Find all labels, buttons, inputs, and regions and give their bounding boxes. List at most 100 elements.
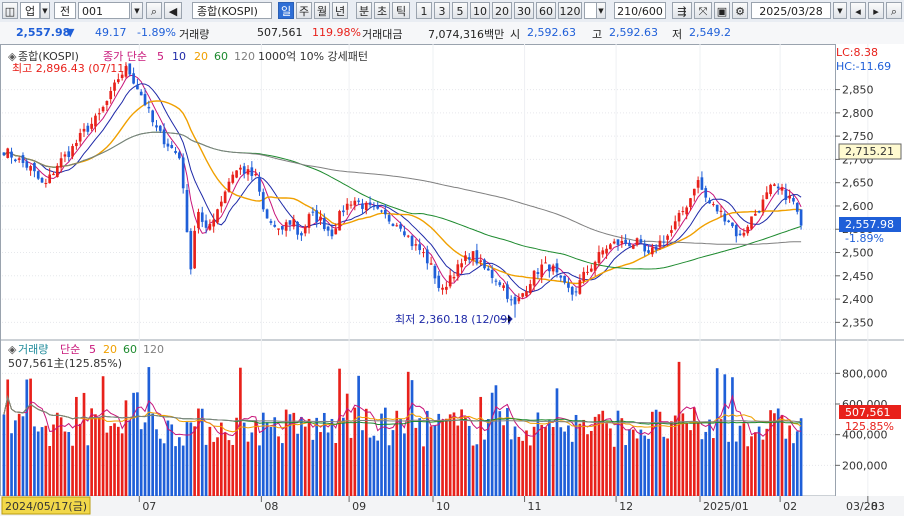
volume-bar [174, 446, 177, 496]
candle-body [155, 125, 158, 128]
draw-tool-icon[interactable]: ⤧ [694, 2, 712, 19]
volume-bar [475, 444, 479, 496]
candle-body [273, 224, 277, 227]
candle-body [391, 223, 395, 227]
candle-body [536, 272, 540, 274]
volume-bar [509, 439, 513, 496]
interval-1[interactable]: 1 [416, 2, 432, 19]
period-tick[interactable]: 틱 [392, 2, 410, 19]
bar-count[interactable]: 210/600 [614, 2, 666, 19]
volume-bar [353, 407, 357, 496]
candle-body [498, 282, 502, 286]
candle-body [132, 73, 135, 84]
candle-body [479, 260, 483, 262]
volume-bar [357, 375, 360, 496]
candle-body [506, 284, 509, 299]
candle-body [769, 184, 772, 195]
volume-tick-label: 800,000 [842, 367, 888, 380]
month-label: 08 [264, 500, 278, 513]
volume-bar [311, 439, 315, 496]
candle-body [372, 206, 376, 208]
candle-body [467, 257, 471, 260]
date-dropdown-icon[interactable]: ▼ [833, 2, 847, 19]
toolbar: ◫ 업 ▼ 전 001 ▼ ⌕ ◀ 종합(KOSPI) 일 주 월 년 분 초 … [0, 0, 904, 23]
code-input[interactable]: 001 [78, 2, 130, 19]
candle-body [483, 259, 486, 269]
interval-3[interactable]: 3 [434, 2, 450, 19]
candle-body [414, 244, 418, 246]
candle-body [158, 125, 162, 131]
volume-bar [277, 436, 280, 496]
candle-body [708, 200, 711, 204]
interval-dropdown-icon[interactable]: ▼ [596, 2, 606, 19]
gear-icon[interactable]: ⚙ [732, 2, 748, 19]
interval-20[interactable]: 20 [492, 2, 512, 19]
volume-bar [555, 388, 559, 496]
candle-body [71, 146, 74, 157]
period-second[interactable]: 초 [374, 2, 390, 19]
candle-body [128, 63, 132, 75]
legend-settings-icon[interactable]: ◈ [8, 50, 17, 63]
candle-body [734, 225, 738, 237]
save-icon[interactable]: ▣ [714, 2, 730, 19]
volume-bar [97, 417, 101, 496]
candle-body [631, 245, 635, 249]
period-month[interactable]: 월 [314, 2, 330, 19]
interval-5[interactable]: 5 [452, 2, 468, 19]
candle-body [342, 210, 345, 213]
interval-60[interactable]: 60 [536, 2, 556, 19]
period-year[interactable]: 년 [332, 2, 348, 19]
search-icon[interactable]: ⌕ [146, 2, 162, 19]
period-day[interactable]: 일 [278, 2, 294, 19]
quote-bar: 2,557.98 ▼ 49.17 -1.89% 거래량 507,561 119.… [0, 22, 904, 64]
next-icon[interactable]: ▸ [868, 2, 884, 19]
candle-body [55, 165, 59, 178]
candle-body [384, 209, 387, 215]
volume-bar [567, 425, 570, 496]
period-minute[interactable]: 분 [356, 2, 372, 19]
code-dropdown-icon[interactable]: ▼ [131, 2, 143, 19]
candle-body [727, 220, 730, 222]
period-week[interactable]: 주 [296, 2, 312, 19]
prev-icon[interactable]: ◂ [850, 2, 866, 19]
volume-bar [48, 446, 52, 496]
volume-bar [433, 425, 437, 496]
mode-select[interactable]: 전 [54, 2, 76, 19]
stock-chart[interactable]: 2,3502,4002,4502,5002,5502,6002,6502,700… [0, 44, 904, 516]
candle-body [586, 271, 589, 273]
candle-body [29, 166, 32, 171]
panel-toggle-icon[interactable]: ◫ [2, 2, 18, 19]
candle-body [544, 262, 547, 264]
candle-body [719, 210, 723, 212]
volume-legend-icon[interactable]: ◈ [8, 343, 17, 356]
volume-bar [212, 441, 216, 496]
volume-bar [784, 438, 788, 496]
volume-bar [101, 376, 105, 496]
volume-bar [59, 417, 63, 496]
speaker-icon[interactable]: ◀ [164, 2, 182, 19]
chart-settings-icon[interactable]: ⇶ [672, 2, 692, 19]
candle-body [750, 216, 753, 229]
min-arrow-icon [500, 314, 513, 324]
candle-body [567, 283, 570, 288]
volume-bar [281, 443, 284, 496]
market-select[interactable]: 업 [20, 2, 40, 19]
market-dropdown-icon[interactable]: ▼ [40, 2, 50, 19]
candle-body [486, 268, 490, 271]
interval-120[interactable]: 120 [558, 2, 582, 19]
interval-30[interactable]: 30 [514, 2, 534, 19]
volume-bar [589, 430, 593, 496]
volume-bar [548, 420, 551, 496]
interval-10[interactable]: 10 [470, 2, 490, 19]
candle-body [227, 181, 231, 192]
volume-bar [601, 410, 605, 496]
volume-bar [563, 431, 566, 496]
volume-bar [166, 420, 170, 496]
volume-bar [532, 426, 536, 496]
volume-bar [445, 418, 448, 496]
search-date-icon[interactable]: ⌕ [886, 2, 902, 19]
date-input[interactable]: 2025/03/28 [751, 2, 831, 19]
volume-bar [631, 429, 635, 496]
volume-bar [21, 416, 25, 496]
volume-bar [483, 439, 486, 496]
